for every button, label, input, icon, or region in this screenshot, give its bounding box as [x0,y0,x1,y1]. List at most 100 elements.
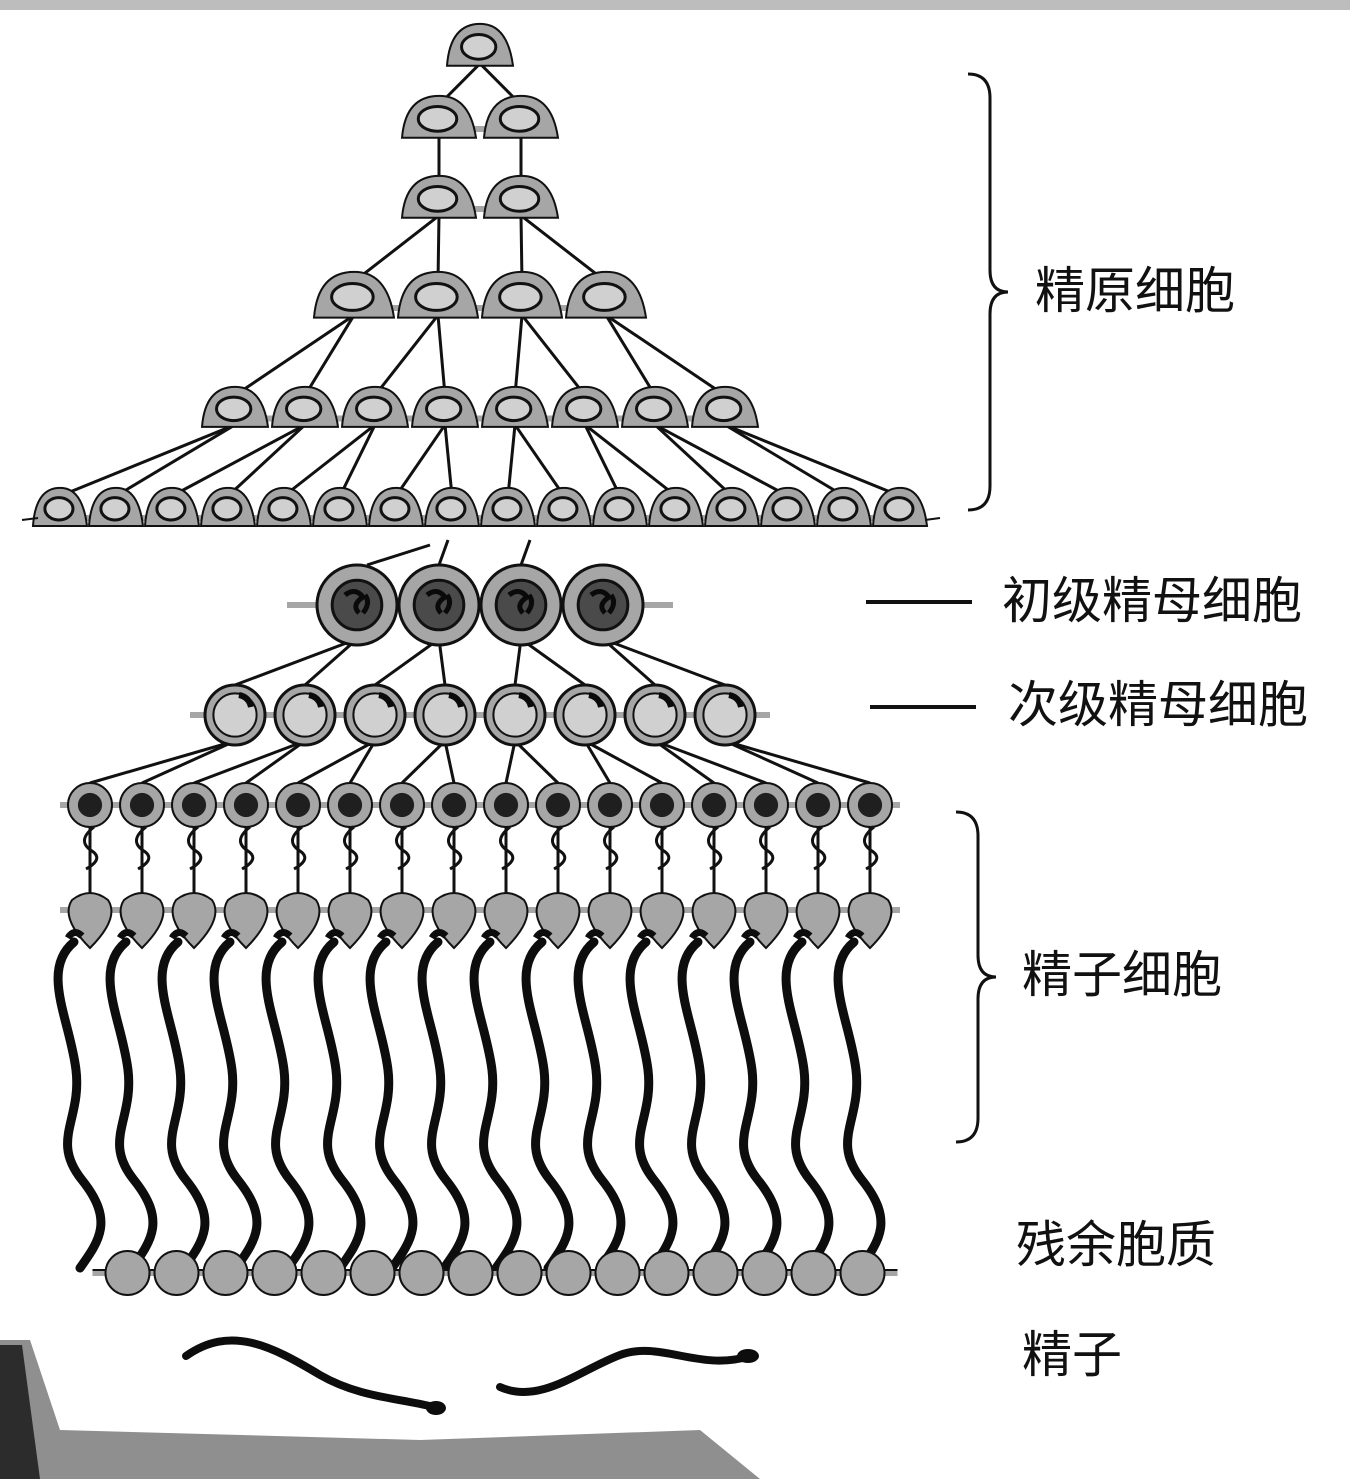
row-end [21,517,39,521]
nucleus [181,792,207,818]
cytoplasmic-bridge [92,1270,898,1276]
lineage-line [584,739,663,785]
cytoplasmic-bridge [60,802,900,808]
residual-body [398,1250,445,1296]
elongating-spermatid [729,892,789,1273]
spermatogonium [367,486,425,527]
lineage-line [519,539,532,566]
chromatin [308,692,324,708]
primary-spermatocyte-label: 初级精母细胞 [1002,572,1302,630]
nucleus [547,496,579,522]
primary-spermatocyte [479,563,563,647]
flagellum-start [707,825,723,871]
elongating-spermatid [469,892,529,1273]
primary-spermatocyte [315,563,399,647]
round-spermatid [431,782,477,871]
nucleus [659,496,691,522]
cytoplasmic-bridge [439,206,521,212]
elongating-spermatid [573,892,633,1273]
spermatogonium [270,385,340,428]
lineage-line [297,739,376,785]
nucleus [441,792,467,818]
lineage-line [654,739,715,785]
elongating-spermatid [313,892,373,1273]
nucleus [827,496,859,522]
nucleus [285,792,311,818]
residual-body [545,1250,592,1296]
nucleus [498,105,541,133]
sperm-tail [729,937,782,1273]
lineage-line [193,739,306,785]
primary-spermatocyte [397,563,481,647]
nucleus [282,692,328,738]
elongating-spermatid [209,892,269,1273]
lineage-line [353,214,440,283]
spermatid-label: 精子细胞 [1022,946,1222,1004]
sperm-tail [521,937,574,1273]
nucleus [582,282,627,312]
flagellum-start [395,825,411,871]
spermatogonium [690,385,760,428]
chromatin [448,692,464,708]
nucleus [562,692,608,738]
cytoplasmic-bridge [439,126,521,132]
nucleus [498,185,541,213]
round-spermatid [743,782,789,871]
cytoplasmic-bridge [60,907,900,913]
sperm-tail [157,937,210,1273]
lineage-line [654,739,767,785]
lineage-line [436,215,441,282]
cytoplasmic-bridge [235,415,725,422]
lineage-line [436,315,447,396]
sperm-tail [625,937,678,1273]
row-end [924,517,941,521]
chromosomes [425,589,453,615]
lineage-line [604,314,657,397]
spermatogonia-label: 精原细胞 [1035,262,1235,320]
curly-bracket [955,810,997,1144]
nucleus [632,692,678,738]
round-spermatid [327,782,373,871]
nucleus [211,496,243,522]
spermatogonium [312,270,396,319]
nucleus [565,395,603,423]
secondary-spermatocyte [203,683,267,747]
lineage-line [394,423,447,497]
nucleus [435,496,467,522]
lineage-line [513,638,523,686]
spermatogonium [255,486,313,527]
residual-body [790,1250,837,1296]
nucleus [425,395,463,423]
lineage-line [583,424,622,497]
cytoplasmic-bridge [354,305,606,311]
nucleus [285,395,323,423]
residual-body [447,1250,494,1296]
spermatogonium [31,486,89,527]
sperm-tail [365,937,418,1273]
nucleus [460,33,498,61]
sperm-head [376,929,397,940]
lineage-line [171,423,306,498]
spermatogonium [482,94,560,139]
nucleus [498,282,543,312]
residual-body [741,1250,788,1296]
elongating-spermatid [781,892,841,1273]
nucleus [233,792,259,818]
sperm-head [220,929,241,940]
nucleus [129,792,155,818]
elongating-spermatid [833,892,893,1273]
lineage-line [513,739,560,785]
nucleus [545,792,571,818]
sperm-head [844,929,865,940]
spermatogonium [647,486,705,527]
secondary-spermatocyte [483,683,547,747]
spermatogonium [564,270,648,319]
round-spermatid [535,782,581,871]
nucleus [330,282,375,312]
residual-cytoplasm-label: 残余胞质 [1016,1216,1216,1274]
sperm-label: 精子 [1022,1326,1122,1384]
spermatogonium [620,385,690,428]
round-spermatid [691,782,737,871]
chromatin [518,692,534,708]
